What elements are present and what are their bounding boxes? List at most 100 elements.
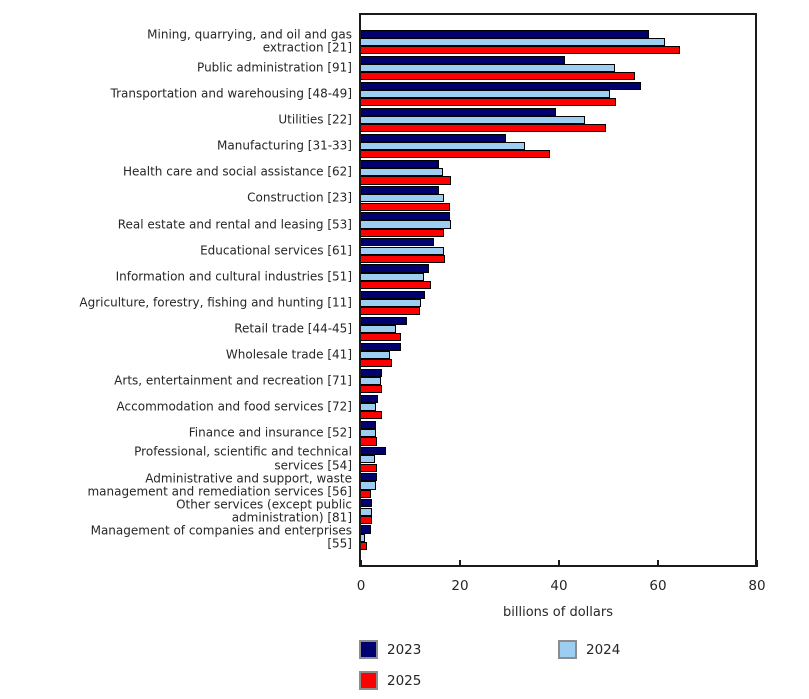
- bar-2025: [361, 228, 445, 237]
- legend-item-2023: 2023: [359, 640, 421, 659]
- category-label: Arts, entertainment and recreation [71]: [114, 373, 352, 388]
- x-tick-mark: [459, 560, 461, 567]
- bar-2024: [361, 89, 611, 99]
- x-axis-title: billions of dollars: [503, 605, 613, 620]
- bar-2023: [361, 212, 451, 221]
- category-label: Retail trade [44-45]: [234, 321, 352, 336]
- legend-label: 2023: [387, 641, 422, 658]
- bar-2025: [361, 202, 451, 211]
- category-label: Manufacturing [31-33]: [217, 138, 352, 153]
- bar-2024: [361, 168, 444, 177]
- category-label: Management of companies and enterprises …: [90, 523, 352, 551]
- category-label: Health care and social assistance [62]: [123, 164, 352, 179]
- bar-2024: [361, 429, 377, 438]
- category-label: Professional, scientific and technical s…: [134, 444, 352, 473]
- bar-2025: [361, 98, 616, 107]
- legend-swatch-icon: [558, 640, 577, 659]
- bar-2024: [361, 481, 377, 490]
- bar-2025: [361, 385, 382, 394]
- bar-2023: [361, 81, 641, 90]
- bar-2024: [361, 403, 377, 412]
- bar-2024: [361, 507, 372, 516]
- bar-2023: [361, 290, 425, 299]
- category-label: Information and cultural industries [51]: [115, 268, 352, 283]
- bar-2025: [361, 541, 367, 550]
- bar-2023: [361, 107, 557, 116]
- legend-item-2025: 2025: [359, 671, 421, 690]
- x-tick-mark: [756, 560, 758, 567]
- category-label: Mining, quarrying, and oil and gas extra…: [147, 27, 352, 55]
- category-label: Agriculture, forestry, fishing and hunti…: [79, 295, 352, 310]
- category-label: Transportation and warehousing [48-49]: [110, 86, 352, 101]
- bar-2025: [361, 306, 421, 316]
- bar-2024: [361, 246, 445, 255]
- bar-2024: [361, 194, 445, 203]
- bar-2025: [361, 359, 392, 368]
- x-tick-label: 60: [649, 578, 667, 594]
- bar-2023: [361, 342, 401, 351]
- category-label: Construction [23]: [247, 190, 352, 205]
- category-label: Wholesale trade [41]: [225, 347, 352, 362]
- bar-2023: [361, 499, 372, 508]
- legend-item-2024: 2024: [558, 640, 620, 659]
- bar-2023: [361, 316, 407, 325]
- bar-2024: [361, 142, 526, 151]
- bar-2025: [361, 150, 551, 159]
- bar-2023: [361, 186, 440, 195]
- bar-2025: [361, 437, 377, 446]
- bar-2023: [361, 133, 506, 143]
- legend-label: 2025: [387, 672, 422, 689]
- x-tick-label: 0: [356, 578, 366, 594]
- x-tick-label: 80: [748, 578, 766, 594]
- bar-2023: [361, 160, 440, 169]
- bar-2023: [361, 29, 650, 38]
- bar-2025: [361, 254, 445, 263]
- bar-2023: [361, 525, 372, 534]
- category-label: Real estate and rental and leasing [53]: [117, 216, 352, 231]
- category-label: Finance and insurance [52]: [188, 425, 352, 440]
- bar-2023: [361, 368, 382, 377]
- x-tick-mark: [360, 560, 362, 567]
- category-label: Utilities [22]: [278, 112, 352, 127]
- bar-2025: [361, 124, 607, 133]
- bar-2023: [361, 55, 566, 64]
- bar-2023: [361, 264, 429, 273]
- bar-2025: [361, 45, 681, 55]
- category-label: Educational services [61]: [200, 242, 352, 257]
- bar-2023: [361, 394, 378, 404]
- bar-2025: [361, 489, 371, 498]
- bar-2024: [361, 116, 586, 125]
- x-tick-label: 40: [550, 578, 568, 594]
- bar-2024: [361, 324, 397, 333]
- bar-2024: [361, 455, 375, 464]
- bar-2023: [361, 447, 387, 456]
- bar-2024: [361, 37, 666, 46]
- category-label: Administrative and support, waste manage…: [87, 471, 352, 499]
- bar-2024: [361, 272, 425, 281]
- bar-2024: [361, 220, 451, 229]
- bar-2024: [361, 350, 391, 360]
- bar-2025: [361, 411, 382, 420]
- bar-2024: [361, 298, 422, 307]
- legend-swatch-icon: [359, 671, 378, 690]
- bar-2025: [361, 333, 402, 342]
- x-tick-mark: [558, 560, 560, 567]
- legend-label: 2024: [586, 641, 621, 658]
- bar-2025: [361, 176, 451, 185]
- plot-area: [359, 13, 757, 567]
- bar-2025: [361, 72, 636, 81]
- bar-2023: [361, 238, 434, 247]
- category-label: Accommodation and food services [72]: [116, 399, 352, 414]
- bar-2025: [361, 280, 431, 289]
- category-label: Public administration [91]: [197, 60, 352, 75]
- x-tick-label: 20: [451, 578, 469, 594]
- bar-2023: [361, 421, 376, 430]
- bar-2023: [361, 473, 378, 482]
- bar-2024: [361, 377, 381, 386]
- x-tick-mark: [657, 560, 659, 567]
- category-label: Other services (except public administra…: [176, 497, 352, 525]
- bar-2025: [361, 515, 372, 524]
- bar-2025: [361, 463, 377, 472]
- legend-swatch-icon: [359, 640, 378, 659]
